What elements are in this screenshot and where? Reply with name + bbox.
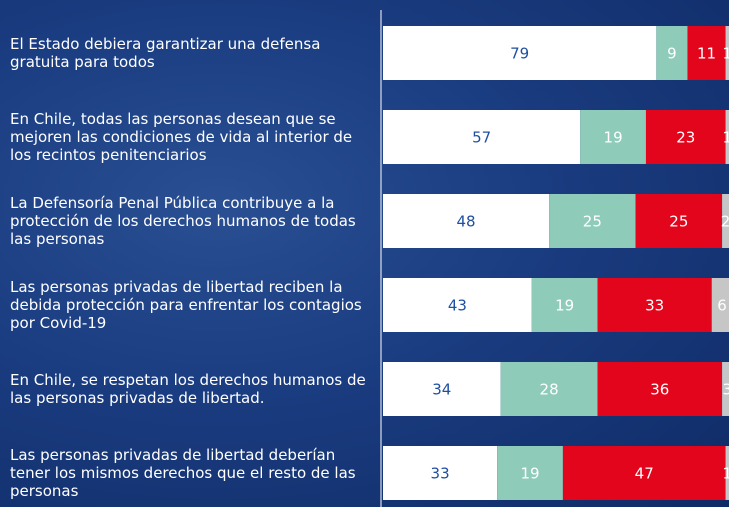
bar-segment <box>383 446 498 500</box>
data-label: 9 <box>667 45 677 63</box>
bar-segment <box>383 26 657 80</box>
bar-segment <box>597 362 723 416</box>
bar-segment <box>722 194 729 248</box>
bar-segment <box>383 110 581 164</box>
bar-segment <box>500 362 598 416</box>
data-label: 19 <box>604 129 623 147</box>
data-label: 25 <box>669 213 688 231</box>
bar-segment <box>597 278 712 332</box>
data-label: 1 <box>722 129 729 147</box>
category-label: En Chile, se respetan los derechos human… <box>10 371 366 407</box>
data-label: 28 <box>540 381 559 399</box>
category-label: Las personas privadas de libertad recibe… <box>10 278 362 332</box>
data-label: 43 <box>448 297 467 315</box>
bar-segment <box>580 110 646 164</box>
data-label: 33 <box>645 297 664 315</box>
data-label: 36 <box>650 381 669 399</box>
bar-segment <box>497 446 563 500</box>
category-label: En Chile, todas las personas desean que … <box>10 110 353 164</box>
data-label: 6 <box>717 297 727 315</box>
bar-segment <box>722 362 729 416</box>
bar-segment <box>725 446 729 500</box>
bar-segment <box>725 110 729 164</box>
bar-segment <box>383 278 532 332</box>
bar-segment <box>656 26 688 80</box>
bar-segment <box>687 26 726 80</box>
data-label: 34 <box>432 381 451 399</box>
data-label: 19 <box>555 297 574 315</box>
data-label: 1 <box>722 45 729 63</box>
data-label: 3 <box>722 381 729 399</box>
data-label: 25 <box>583 213 602 231</box>
data-label: 47 <box>635 465 654 483</box>
bar-segment <box>711 278 729 332</box>
data-label: 79 <box>510 45 529 63</box>
bar-segment <box>549 194 636 248</box>
bar-segment <box>383 362 501 416</box>
data-label: 57 <box>472 129 491 147</box>
category-label: La Defensoría Penal Pública contribuye a… <box>10 194 356 248</box>
data-label: 19 <box>521 465 540 483</box>
bar-segment <box>725 26 729 80</box>
data-label: 48 <box>456 213 475 231</box>
data-label: 1 <box>722 465 729 483</box>
bar-segment <box>383 194 550 248</box>
bar-segment <box>645 110 726 164</box>
data-label: 2 <box>721 213 729 231</box>
data-label: 11 <box>697 45 716 63</box>
category-label: Las personas privadas de libertad deberí… <box>10 446 356 500</box>
bar-segment <box>635 194 723 248</box>
category-label: El Estado debiera garantizar una defensa… <box>10 35 321 71</box>
bar-segment <box>562 446 726 500</box>
bar-segment <box>531 278 598 332</box>
data-label: 33 <box>431 465 450 483</box>
data-label: 23 <box>676 129 695 147</box>
